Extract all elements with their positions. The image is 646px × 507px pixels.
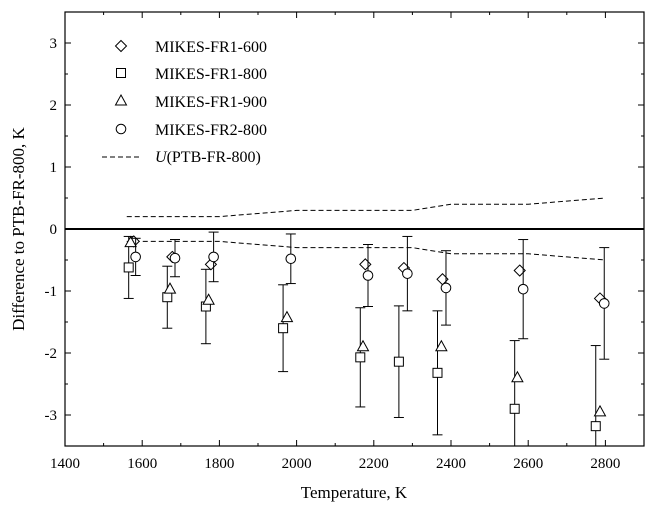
y-tick-label--1: -1: [45, 284, 58, 300]
legend-markers: [102, 39, 142, 158]
data-point-triangle-3: [280, 310, 294, 323]
data-point-triangle-5: [435, 339, 448, 352]
uncertainty-band-layer: [126, 197, 606, 261]
legend-label-mikes-fr1-800: MIKES-FR1-800: [155, 66, 267, 83]
series-mikes-fr2-800: [130, 231, 610, 360]
data-point-circle-6: [440, 282, 452, 294]
x-tick-label-1400: 1400: [50, 456, 80, 472]
data-point-square-6: [432, 367, 443, 378]
series-layer: [123, 231, 610, 446]
data-point-circle-2: [208, 251, 219, 263]
legend-marker-diamond: [114, 39, 128, 53]
uncertainty-lower-line: [126, 240, 606, 261]
series-mikes-fr1-600: [127, 235, 607, 305]
y-tick-label--3: -3: [45, 408, 58, 424]
data-point-triangle-6: [511, 370, 524, 383]
y-tick-label--2: -2: [45, 346, 58, 362]
uncertainty-upper-line: [126, 197, 606, 218]
data-point-square-0: [123, 262, 134, 273]
data-point-circle-7: [517, 283, 529, 295]
data-point-triangle-1: [163, 282, 177, 294]
legend-label-uncertainty-text: (PTB-FR-800): [167, 149, 261, 166]
legend-label-uncertainty: U(PTB-FR-800): [155, 149, 261, 166]
axes-layer: 1400 1600 1800 2000 2200 2400 2600 2800 -3 -2 -1 0 1…: [45, 11, 644, 472]
data-point-square-3: [278, 323, 289, 334]
x-tick-label-2600: 2600: [513, 456, 543, 472]
legend-label-mikes-fr1-600: MIKES-FR1-600: [155, 39, 267, 56]
data-point-circle-5: [402, 268, 413, 279]
x-tick-label-1600: 1600: [127, 456, 157, 472]
data-point-circle-4: [362, 270, 374, 281]
data-point-square-8: [590, 421, 601, 432]
x-tick-label-1800: 1800: [204, 456, 234, 472]
data-point-triangle-0: [124, 235, 137, 248]
y-axis-title: Difference to PTB-FR-800, K: [9, 126, 28, 330]
y-tick-label-2: 2: [50, 98, 58, 114]
legend-marker-circle: [115, 123, 127, 135]
y-tick-label-1: 1: [50, 160, 58, 176]
legend-label-mikes-fr2-800: MIKES-FR2-800: [155, 122, 267, 139]
data-point-diamond-3: [359, 258, 372, 271]
x-tick-label-2000: 2000: [282, 456, 312, 472]
data-point-square-5: [393, 356, 404, 367]
data-point-circle-0: [130, 251, 141, 263]
legend-marker-square: [116, 68, 126, 78]
series-mikes-fr1-900: [124, 235, 607, 417]
legend-label-uncertainty-symbol: U: [155, 149, 168, 166]
data-point-square-7: [509, 403, 520, 414]
x-tick-label-2800: 2800: [590, 456, 620, 472]
y-tick-label-3: 3: [50, 36, 58, 52]
x-tick-label-2400: 2400: [436, 456, 466, 472]
data-point-triangle-7: [593, 404, 607, 417]
legend-marker-triangle: [114, 93, 128, 106]
data-point-circle-3: [285, 253, 297, 265]
data-point-triangle-4: [356, 339, 370, 352]
x-tick-label-2200: 2200: [359, 456, 389, 472]
data-point-square-4: [355, 352, 366, 363]
legend-label-mikes-fr1-900: MIKES-FR1-900: [155, 94, 267, 111]
x-axis-title: Temperature, K: [301, 483, 408, 502]
data-point-circle-1: [169, 252, 181, 264]
data-point-square-1: [162, 292, 173, 303]
data-point-circle-8: [598, 298, 610, 309]
legend: MIKES-FR1-600 MIKES-FR1-800 MIKES-FR1-90…: [102, 39, 267, 166]
data-point-triangle-2: [202, 293, 215, 305]
y-tick-label-0: 0: [50, 222, 58, 238]
